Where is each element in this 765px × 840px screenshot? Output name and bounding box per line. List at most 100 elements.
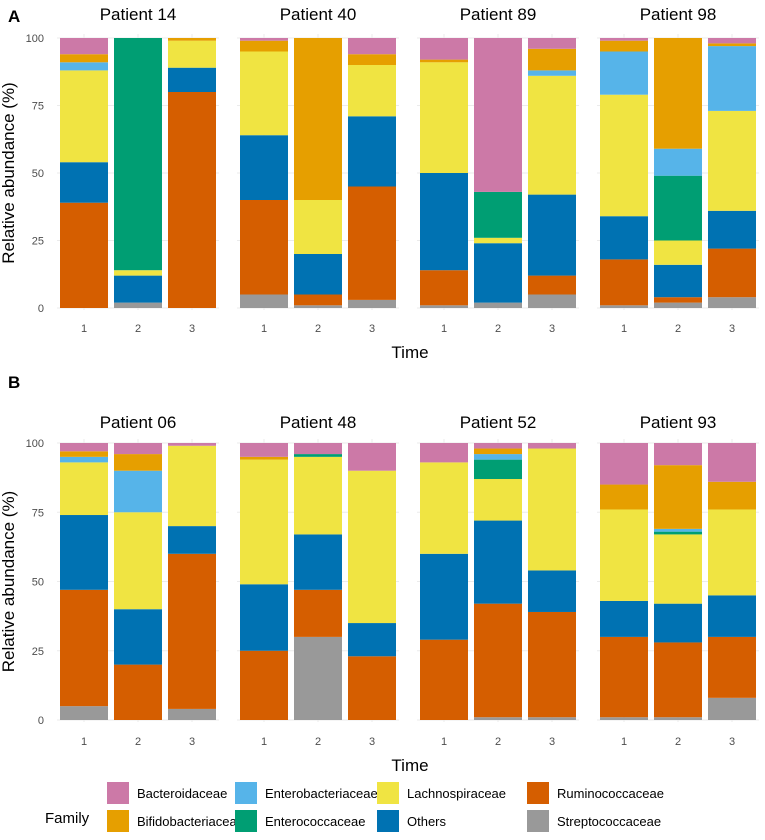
bar-segment-bifidobacteriaceae: [294, 38, 342, 200]
bar-segment-others: [600, 600, 648, 637]
bar-segment-ruminococcaceae: [654, 297, 702, 303]
legend-swatch: [527, 810, 549, 832]
x-tick-label: 2: [675, 736, 681, 748]
bar-segment-others: [708, 210, 756, 249]
bar-segment-ruminococcaceae: [348, 186, 396, 300]
facet-title: Patient 93: [640, 413, 717, 432]
bar-segment-streptococcaceae: [168, 708, 216, 720]
bar-segment-ruminococcaceae: [114, 664, 162, 720]
bar-segment-ruminococcaceae: [348, 656, 396, 720]
panel-label: B: [8, 373, 20, 392]
bar-segment-lachnospiraceae: [474, 237, 522, 244]
bar-segment-lachnospiraceae: [600, 509, 648, 601]
facet-title: Patient 06: [100, 413, 177, 432]
x-tick-label: 1: [261, 323, 267, 335]
bar-segment-bacteroidaceae: [168, 443, 216, 446]
legend-label: Streptococcaceae: [557, 814, 661, 829]
bar-segment-others: [240, 584, 288, 651]
bar-segment-ruminococcaceae: [708, 248, 756, 298]
bar-segment-lachnospiraceae: [708, 110, 756, 211]
x-tick-label: 2: [135, 323, 141, 335]
bar-segment-bifidobacteriaceae: [708, 481, 756, 510]
bar-segment-others: [654, 264, 702, 298]
legend-label: Bacteroidaceae: [137, 786, 227, 801]
bar-segment-bifidobacteriaceae: [168, 38, 216, 41]
bar-segment-others: [528, 570, 576, 612]
x-tick-label: 2: [315, 323, 321, 335]
x-axis-title: Time: [391, 343, 428, 362]
y-tick-label: 50: [32, 577, 44, 589]
facet-title: Patient 52: [460, 413, 537, 432]
bar-segment-bacteroidaceae: [654, 443, 702, 466]
bar-segment-bacteroidaceae: [348, 38, 396, 55]
bar-segment-others: [168, 526, 216, 554]
bar-segment-streptococcaceae: [708, 297, 756, 308]
bar-segment-streptococcaceae: [474, 302, 522, 308]
bar-segment-lachnospiraceae: [240, 51, 288, 136]
bar-segment-ruminococcaceae: [60, 589, 108, 707]
bar-segment-enterococcaceae: [654, 531, 702, 535]
legend-label: Lachnospiraceae: [407, 786, 506, 801]
bar-segment-bacteroidaceae: [600, 443, 648, 485]
bar-segment-ruminococcaceae: [420, 270, 468, 306]
bar-segment-others: [708, 595, 756, 637]
bar-segment-bacteroidaceae: [114, 443, 162, 455]
bar-segment-streptococcaceae: [600, 305, 648, 308]
bar-segment-bifidobacteriaceae: [60, 54, 108, 63]
y-tick-label: 25: [32, 646, 44, 658]
bar-segment-others: [294, 534, 342, 590]
bar-segment-bifidobacteriaceae: [420, 59, 468, 63]
bar-segment-lachnospiraceae: [240, 459, 288, 585]
y-tick-label: 0: [38, 303, 44, 315]
bar-segment-ruminococcaceae: [708, 636, 756, 698]
x-tick-label: 3: [729, 323, 735, 335]
bar-segment-others: [240, 135, 288, 200]
bar-segment-streptococcaceae: [654, 717, 702, 720]
bar-segment-enterococcaceae: [294, 454, 342, 457]
bar-segment-lachnospiraceae: [114, 270, 162, 276]
bar-segment-bifidobacteriaceae: [348, 54, 396, 65]
legend-swatch: [377, 782, 399, 804]
bar-segment-bifidobacteriaceae: [528, 48, 576, 71]
bar-segment-bifidobacteriaceae: [240, 40, 288, 52]
bar-segment-bifidobacteriaceae: [60, 451, 108, 457]
bar-segment-others: [474, 520, 522, 604]
bar-segment-bifidobacteriaceae: [474, 448, 522, 455]
bar-segment-ruminococcaceae: [294, 589, 342, 637]
x-tick-label: 3: [369, 323, 375, 335]
legend-swatch: [527, 782, 549, 804]
x-tick-label: 3: [729, 736, 735, 748]
bar-segment-others: [528, 194, 576, 276]
bar-segment-others: [600, 216, 648, 260]
bar-segment-lachnospiraceae: [348, 470, 396, 624]
bar-segment-ruminococcaceae: [420, 639, 468, 720]
bar-segment-lachnospiraceae: [600, 94, 648, 217]
y-tick-label: 0: [38, 715, 44, 727]
x-tick-label: 1: [81, 736, 87, 748]
bar-segment-ruminococcaceae: [528, 611, 576, 718]
bar-segment-ruminococcaceae: [654, 642, 702, 718]
bar-segment-bifidobacteriaceae: [114, 454, 162, 471]
legend-label: Others: [407, 814, 447, 829]
legend-title: Family: [45, 810, 90, 827]
bar-segment-lachnospiraceae: [114, 512, 162, 610]
bar-segment-bifidobacteriaceae: [600, 40, 648, 52]
bar-segment-bifidobacteriaceae: [240, 456, 288, 460]
x-tick-label: 3: [189, 323, 195, 335]
bar-segment-ruminococcaceae: [474, 603, 522, 718]
x-tick-label: 2: [495, 323, 501, 335]
bar-segment-bacteroidaceae: [60, 38, 108, 55]
bar-segment-lachnospiraceae: [294, 456, 342, 535]
facet-title: Patient 40: [280, 5, 357, 24]
x-axis-title: Time: [391, 756, 428, 775]
bar-segment-others: [60, 162, 108, 203]
facet-title: Patient 98: [640, 5, 717, 24]
bar-segment-enterobacteriaceae: [60, 456, 108, 463]
facet-title: Patient 14: [100, 5, 177, 24]
bar-segment-others: [294, 254, 342, 295]
y-tick-label: 100: [26, 438, 44, 450]
y-axis-title: Relative abundance (%): [0, 82, 18, 263]
x-tick-label: 2: [315, 736, 321, 748]
bar-segment-lachnospiraceae: [654, 534, 702, 604]
